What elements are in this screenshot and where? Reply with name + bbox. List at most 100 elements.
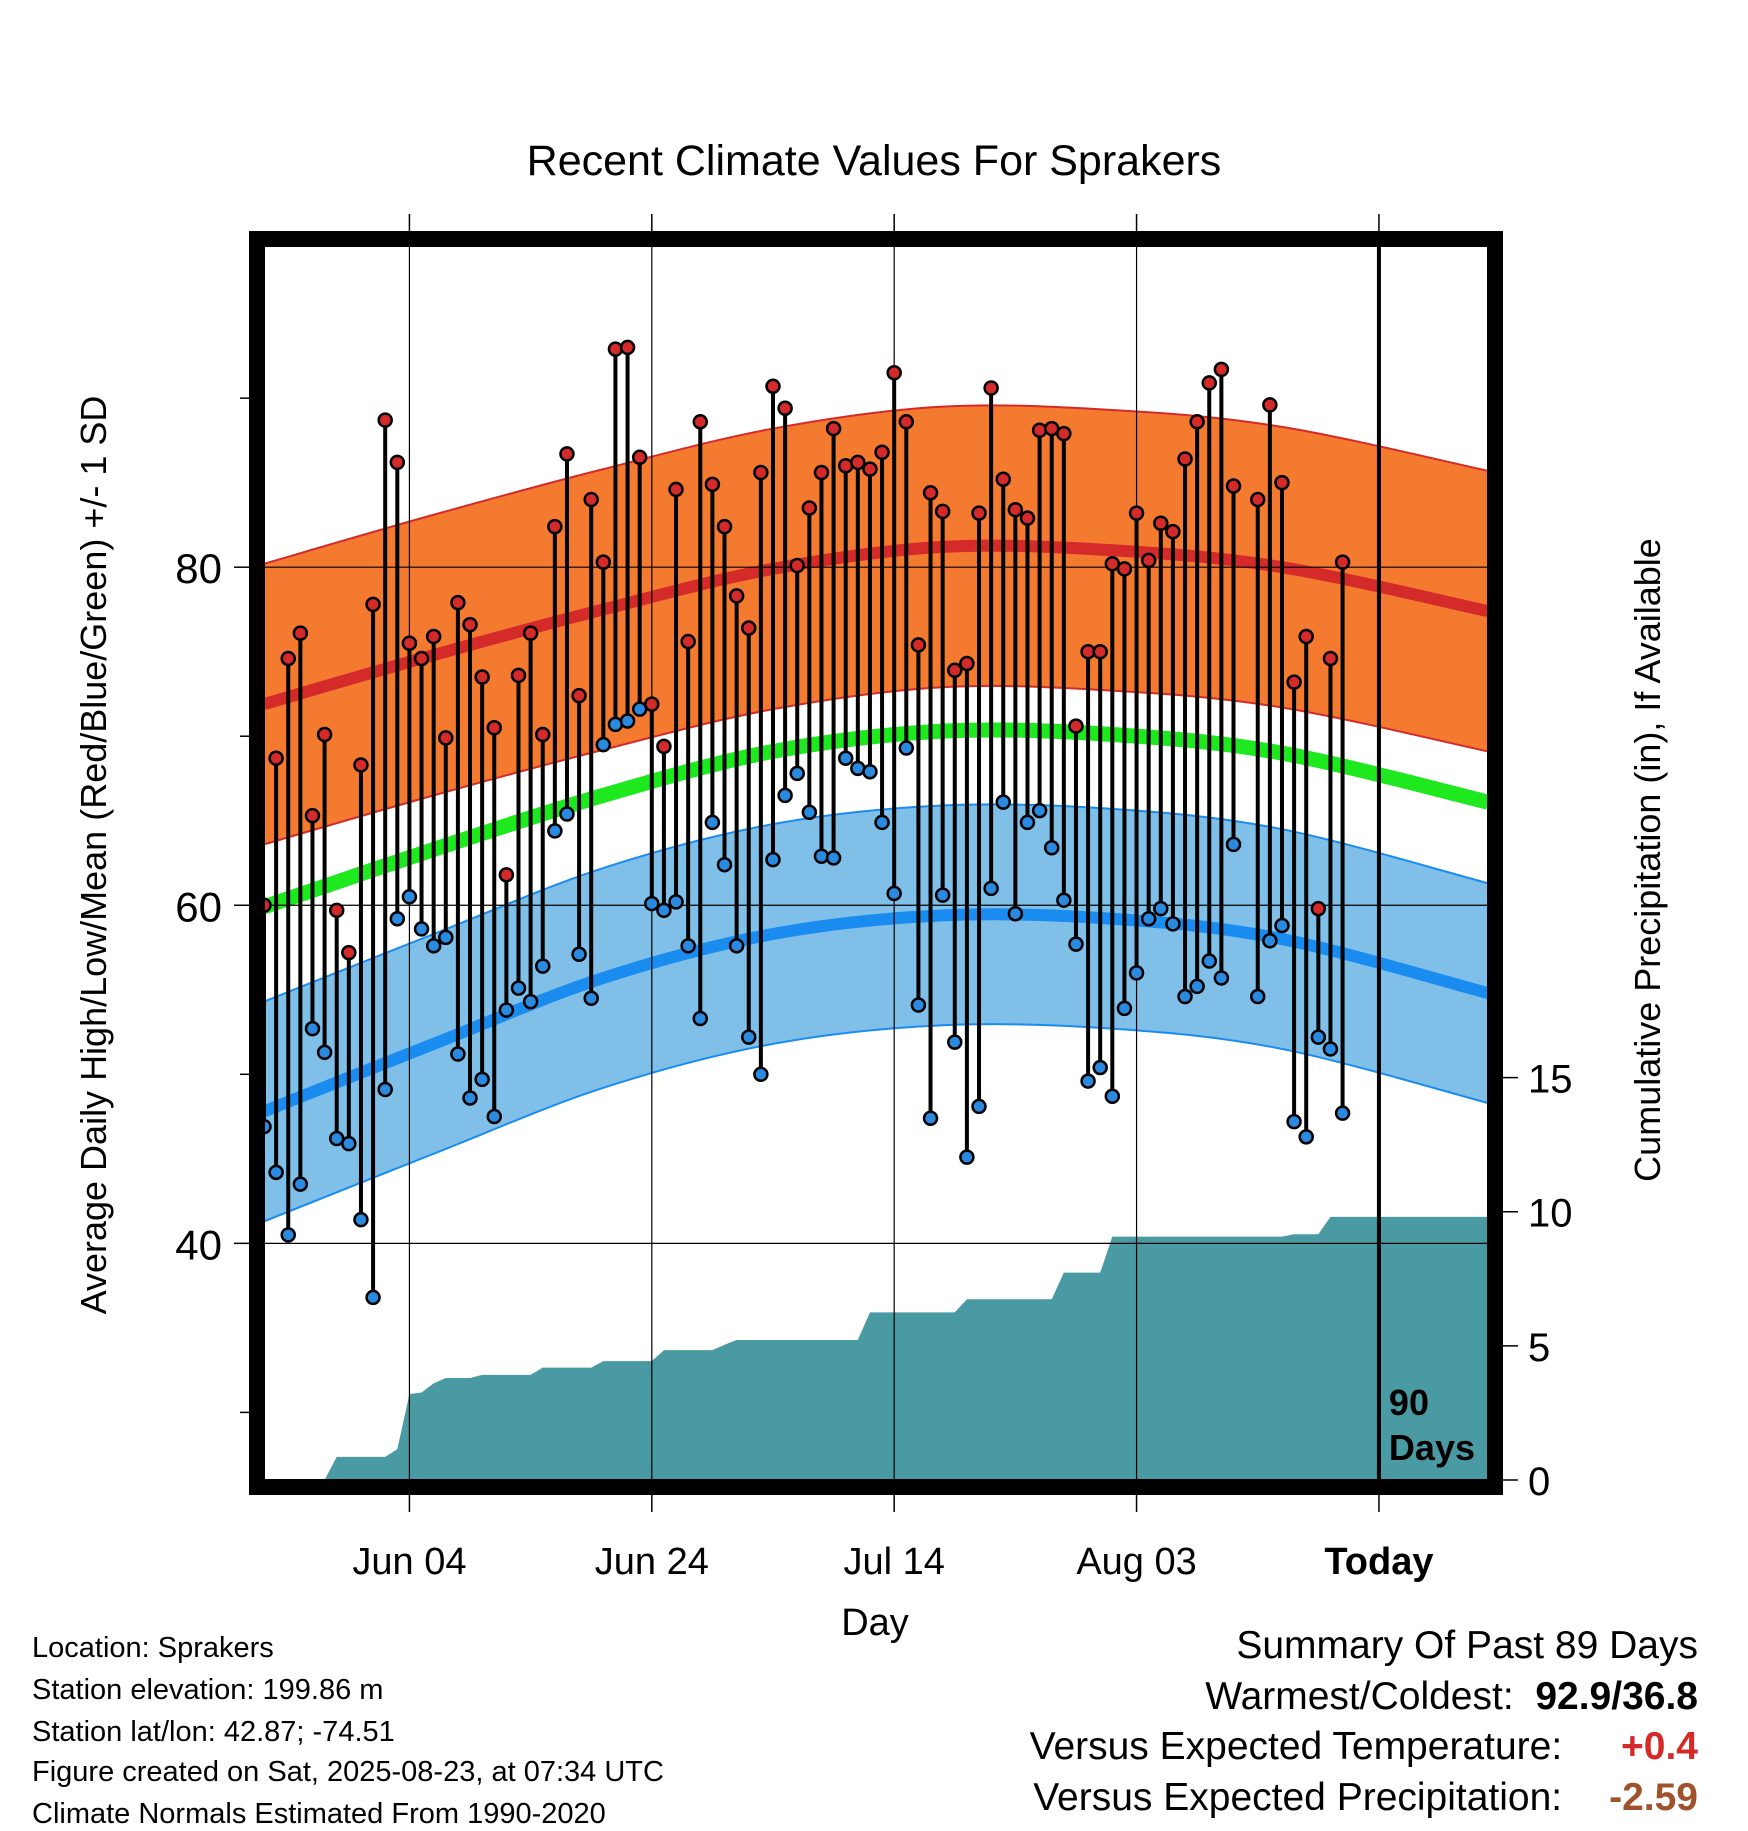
daily-high-point bbox=[1153, 515, 1169, 531]
daily-low-point bbox=[510, 980, 527, 996]
daily-high-point bbox=[607, 341, 624, 357]
daily-high-point bbox=[886, 365, 902, 381]
daily-high-point bbox=[692, 414, 709, 430]
plot-frame bbox=[249, 231, 1503, 1495]
daily-high-point bbox=[341, 944, 357, 961]
daily-high-point bbox=[328, 902, 345, 919]
daily-low-point bbox=[1056, 892, 1072, 908]
info-elevation: Station elevation: 199.86 m bbox=[32, 1674, 384, 1706]
summary-warmest-value: 92.9/36.8 bbox=[1535, 1675, 1698, 1718]
daily-low-point bbox=[413, 921, 430, 937]
daily-high-point bbox=[959, 655, 975, 672]
daily-low-point bbox=[462, 1090, 478, 1106]
daily-low-point bbox=[1286, 1113, 1302, 1130]
daily-high-point bbox=[559, 446, 575, 462]
daily-low-point bbox=[559, 806, 575, 822]
today-label-line1: 90 bbox=[1389, 1382, 1429, 1423]
daily-high-point bbox=[898, 414, 915, 430]
daily-low-point bbox=[1068, 936, 1084, 952]
summary-warmest-row: Warmest/Coldest: 92.9/36.8 bbox=[1205, 1675, 1698, 1719]
daily-high-point bbox=[1274, 474, 1290, 491]
daily-low-point bbox=[1189, 978, 1205, 995]
daily-low-point bbox=[353, 1211, 369, 1228]
daily-high-point bbox=[656, 738, 672, 755]
daily-low-point bbox=[304, 1020, 321, 1037]
daily-high-point bbox=[922, 485, 939, 501]
daily-low-point bbox=[571, 946, 587, 963]
daily-low-point bbox=[680, 938, 696, 954]
daily-high-point bbox=[753, 464, 769, 481]
daily-low-point bbox=[825, 850, 842, 866]
daily-low-point bbox=[401, 889, 418, 905]
x-tick-label: Jun 24 bbox=[595, 1541, 709, 1583]
summary-temp-label: Versus Expected Temperature: bbox=[1029, 1725, 1563, 1768]
daily-high-point bbox=[547, 518, 563, 535]
daily-high-point bbox=[1007, 501, 1024, 518]
daily-low-point bbox=[365, 1289, 381, 1306]
daily-low-point bbox=[1298, 1129, 1314, 1145]
daily-low-point bbox=[522, 993, 539, 1010]
daily-high-point bbox=[1334, 554, 1351, 570]
daily-low-point bbox=[377, 1081, 393, 1098]
daily-high-point bbox=[595, 554, 612, 570]
y2-tick-label: 10 bbox=[1528, 1192, 1573, 1236]
info-latlon: Station lat/lon: 42.87; -74.51 bbox=[32, 1716, 395, 1748]
daily-high-point bbox=[474, 669, 490, 685]
y-tick-label: 80 bbox=[175, 545, 222, 592]
daily-high-point bbox=[1322, 650, 1339, 667]
daily-low-point bbox=[1165, 916, 1181, 932]
daily-low-point bbox=[1116, 1000, 1133, 1017]
daily-low-point bbox=[959, 1149, 975, 1165]
daily-high-point bbox=[668, 481, 684, 498]
daily-high-point bbox=[1140, 552, 1157, 569]
summary-precip-label: Versus Expected Precipitation: bbox=[1033, 1776, 1563, 1819]
daily-high-point bbox=[1128, 505, 1145, 521]
daily-high-point bbox=[801, 500, 818, 516]
x-tick-label: Today bbox=[1324, 1541, 1433, 1583]
daily-low-point bbox=[1080, 1073, 1096, 1089]
summary-precip-row: Versus Expected Precipitation: -2.59 bbox=[1033, 1776, 1698, 1820]
y2-axis-label: Cumulative Precipitation (in), If Availa… bbox=[1627, 538, 1668, 1182]
daily-high-point bbox=[1116, 561, 1133, 577]
daily-low-point bbox=[268, 1164, 284, 1181]
daily-low-point bbox=[280, 1227, 296, 1243]
daily-low-point bbox=[438, 929, 454, 946]
daily-low-point bbox=[292, 1176, 309, 1192]
daily-low-point bbox=[728, 938, 745, 954]
daily-low-point bbox=[801, 804, 818, 821]
info-location: Location: Sprakers bbox=[32, 1632, 274, 1664]
y-tick-label: 60 bbox=[175, 883, 222, 930]
daily-low-point bbox=[922, 1110, 939, 1127]
daily-high-point bbox=[716, 518, 733, 535]
daily-low-point bbox=[1274, 917, 1290, 934]
daily-high-point bbox=[1031, 422, 1048, 439]
daily-low-point bbox=[898, 740, 915, 756]
x-tick-label: Aug 03 bbox=[1076, 1541, 1196, 1583]
daily-low-point bbox=[1007, 905, 1024, 922]
y2-tick-label: 5 bbox=[1528, 1326, 1550, 1370]
summary-temp-row: Versus Expected Temperature: +0.4 bbox=[1030, 1725, 1698, 1769]
daily-low-point bbox=[874, 814, 890, 831]
daily-low-point bbox=[1031, 802, 1048, 819]
daily-high-point bbox=[983, 380, 999, 396]
summary-title: Summary Of Past 89 Days bbox=[1236, 1624, 1698, 1667]
daily-high-point bbox=[728, 588, 745, 604]
daily-high-point bbox=[619, 339, 636, 356]
daily-high-point bbox=[316, 726, 333, 743]
daily-low-point bbox=[264, 1118, 272, 1135]
daily-low-point bbox=[789, 765, 805, 782]
daily-low-point bbox=[753, 1066, 769, 1083]
daily-low-point bbox=[692, 1010, 709, 1027]
daily-high-point bbox=[1310, 900, 1327, 917]
daily-high-point bbox=[777, 400, 793, 417]
daily-low-point bbox=[947, 1034, 963, 1050]
daily-high-point bbox=[304, 807, 321, 824]
daily-low-point bbox=[534, 958, 551, 974]
daily-high-point bbox=[1213, 361, 1230, 378]
daily-low-point bbox=[595, 736, 612, 753]
daily-low-point bbox=[1213, 970, 1230, 986]
info-normals: Climate Normals Estimated From 1990-2020 bbox=[32, 1798, 606, 1830]
daily-low-point bbox=[716, 856, 733, 873]
daily-high-point bbox=[522, 625, 539, 641]
